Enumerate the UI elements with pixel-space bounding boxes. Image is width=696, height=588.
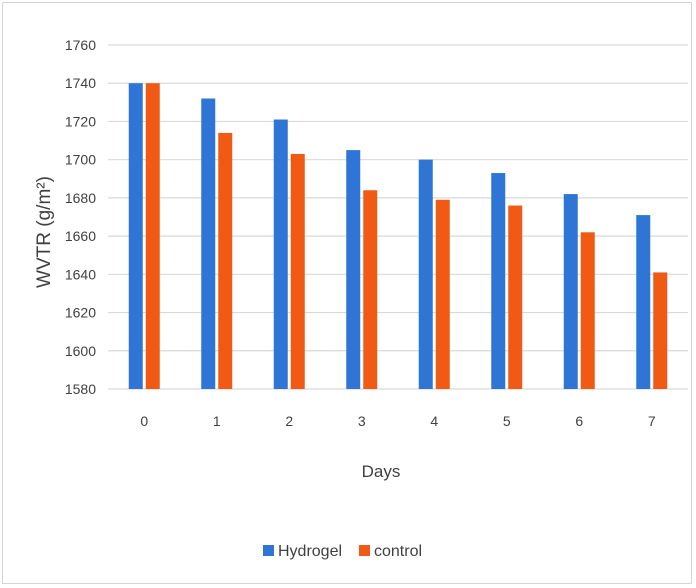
legend-label-control: control: [374, 543, 422, 560]
bar-hydrogel-7: [636, 215, 651, 389]
bar-hydrogel-6: [563, 194, 578, 389]
bar-control-6: [580, 232, 595, 389]
bar-hydrogel-5: [491, 173, 506, 389]
bar-control-0: [145, 83, 160, 389]
x-tick-label: 1: [213, 413, 221, 429]
bar-control-3: [363, 190, 378, 389]
y-tick-label: 1680: [65, 190, 96, 206]
y-tick-label: 1720: [65, 113, 96, 129]
legend: Hydrogel control: [263, 543, 422, 560]
x-axis-ticks: 0 1 2 3 4 5 6 7: [140, 413, 656, 429]
y-tick-label: 1700: [65, 152, 96, 168]
y-tick-label: 1600: [65, 343, 96, 359]
gridlines: [108, 44, 688, 390]
legend-swatch-hydrogel: [263, 545, 274, 556]
y-axis-ticks: 1580 1600 1620 1640 1660 1680 1700 1720 1740 1760: [65, 37, 96, 397]
x-tick-label: 5: [503, 413, 511, 429]
y-axis-title: WVTR (g/m²): [34, 176, 55, 288]
bar-hydrogel-4: [418, 159, 433, 389]
bar-control-7: [653, 272, 668, 389]
bar-control-2: [290, 153, 305, 389]
legend-label-hydrogel: Hydrogel: [278, 543, 342, 560]
y-tick-label: 1580: [65, 381, 96, 397]
x-tick-label: 7: [648, 413, 656, 429]
x-tick-label: 6: [575, 413, 583, 429]
bar-control-1: [218, 132, 233, 389]
y-tick-label: 1640: [65, 266, 96, 282]
bar-hydrogel-2: [273, 119, 288, 390]
x-tick-label: 0: [140, 413, 148, 429]
x-tick-label: 4: [430, 413, 438, 429]
y-tick-label: 1760: [65, 37, 96, 53]
x-tick-label: 2: [285, 413, 293, 429]
x-axis-title: Days: [362, 462, 401, 481]
y-tick-label: 1740: [65, 75, 96, 91]
y-tick-label: 1620: [65, 305, 96, 321]
bar-hydrogel-1: [201, 98, 216, 389]
bars: [128, 83, 668, 390]
legend-swatch-control: [359, 545, 370, 556]
bar-control-4: [435, 199, 450, 389]
bar-hydrogel-3: [346, 150, 361, 389]
y-tick-label: 1660: [65, 228, 96, 244]
bar-hydrogel-0: [128, 83, 143, 389]
bar-control-5: [508, 205, 523, 389]
x-tick-label: 3: [358, 413, 366, 429]
